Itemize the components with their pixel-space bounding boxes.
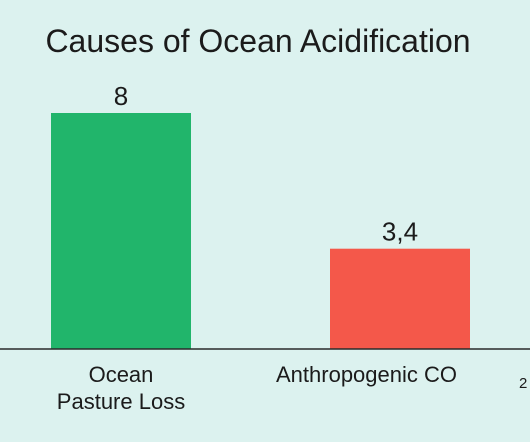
category-label-2: Anthropogenic CO: [276, 362, 457, 387]
value-label-1: 8: [114, 81, 128, 111]
category-label-1-line-2: Pasture Loss: [57, 389, 185, 414]
category-label-1-line-1: Ocean: [89, 362, 154, 387]
bar-1: [51, 113, 191, 349]
category-label-2-subscript: 2: [519, 375, 527, 392]
bars-group: 83,4: [51, 81, 470, 349]
value-label-2: 3,4: [382, 217, 418, 247]
bar-2: [330, 248, 470, 349]
chart-title: Causes of Ocean Acidification: [45, 23, 470, 59]
